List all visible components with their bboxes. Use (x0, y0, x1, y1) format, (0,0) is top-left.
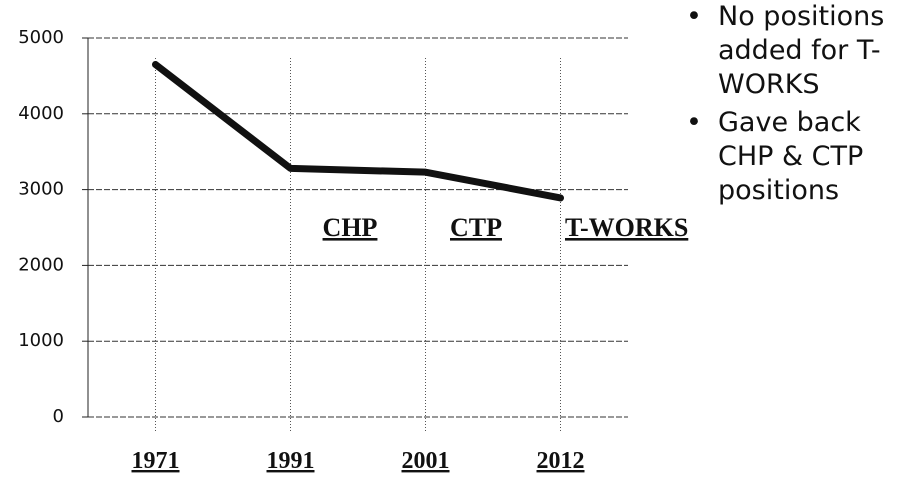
annotation: CTP (450, 213, 502, 242)
y-tick-label: 5000 (18, 27, 64, 48)
series-line (152, 61, 564, 202)
bullet: Gave back CHP & CTP positions (686, 106, 918, 208)
y-tick-label: 1000 (18, 330, 64, 351)
bullet: No positions added for T-WORKS (686, 0, 918, 102)
y-tick-label: 0 (53, 406, 64, 427)
annotation: T-WORKS (565, 213, 688, 242)
x-tick-label: 2001 (402, 448, 450, 474)
bullet-list: No positions added for T-WORKS Gave back… (686, 0, 918, 212)
x-tick-label: 2012 (537, 448, 585, 474)
y-tick-label: 4000 (18, 103, 64, 124)
y-tick-label: 3000 (18, 179, 64, 200)
annotation: CHP (323, 213, 378, 242)
y-tick-label: 2000 (18, 254, 64, 275)
x-tick-label: 1991 (267, 448, 315, 474)
x-tick-label: 1971 (132, 448, 180, 474)
